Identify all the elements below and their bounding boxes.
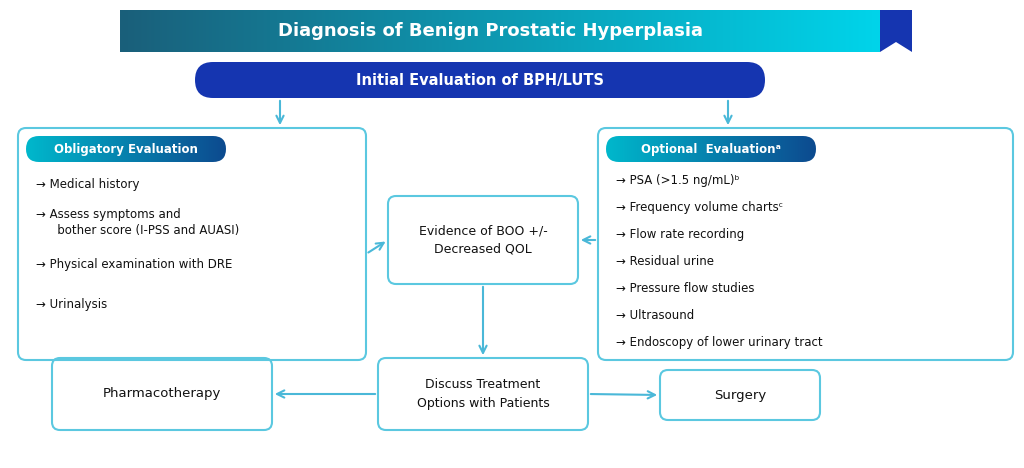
Text: → Flow rate recording: → Flow rate recording — [616, 228, 744, 241]
Text: → Medical history: → Medical history — [36, 178, 139, 191]
Text: → Frequency volume chartsᶜ: → Frequency volume chartsᶜ — [616, 201, 783, 214]
Text: Initial Evaluation of BPH/LUTS: Initial Evaluation of BPH/LUTS — [356, 73, 604, 88]
Text: → Residual urine: → Residual urine — [616, 255, 714, 268]
Text: → Physical examination with DRE: → Physical examination with DRE — [36, 258, 232, 271]
Text: → Pressure flow studies: → Pressure flow studies — [616, 282, 755, 295]
Text: → Endoscopy of lower urinary tract: → Endoscopy of lower urinary tract — [616, 336, 822, 349]
Polygon shape — [880, 10, 912, 52]
Text: Optional  Evaluationᵃ: Optional Evaluationᵃ — [641, 142, 781, 155]
Text: bother score (I-PSS and AUASI): bother score (I-PSS and AUASI) — [46, 224, 240, 237]
Text: → Ultrasound: → Ultrasound — [616, 309, 694, 322]
Text: Evidence of BOO +/-
Decreased QOL: Evidence of BOO +/- Decreased QOL — [419, 224, 548, 256]
Text: Discuss Treatment
Options with Patients: Discuss Treatment Options with Patients — [417, 378, 549, 410]
Text: Surgery: Surgery — [714, 388, 766, 402]
Text: → Urinalysis: → Urinalysis — [36, 298, 108, 311]
Text: Pharmacotherapy: Pharmacotherapy — [102, 388, 221, 401]
Text: → Assess symptoms and: → Assess symptoms and — [36, 208, 181, 221]
Text: Obligatory Evaluation: Obligatory Evaluation — [54, 142, 198, 155]
FancyBboxPatch shape — [195, 62, 765, 98]
Text: → PSA (>1.5 ng/mL)ᵇ: → PSA (>1.5 ng/mL)ᵇ — [616, 174, 739, 187]
Text: Diagnosis of Benign Prostatic Hyperplasia: Diagnosis of Benign Prostatic Hyperplasi… — [278, 22, 702, 40]
